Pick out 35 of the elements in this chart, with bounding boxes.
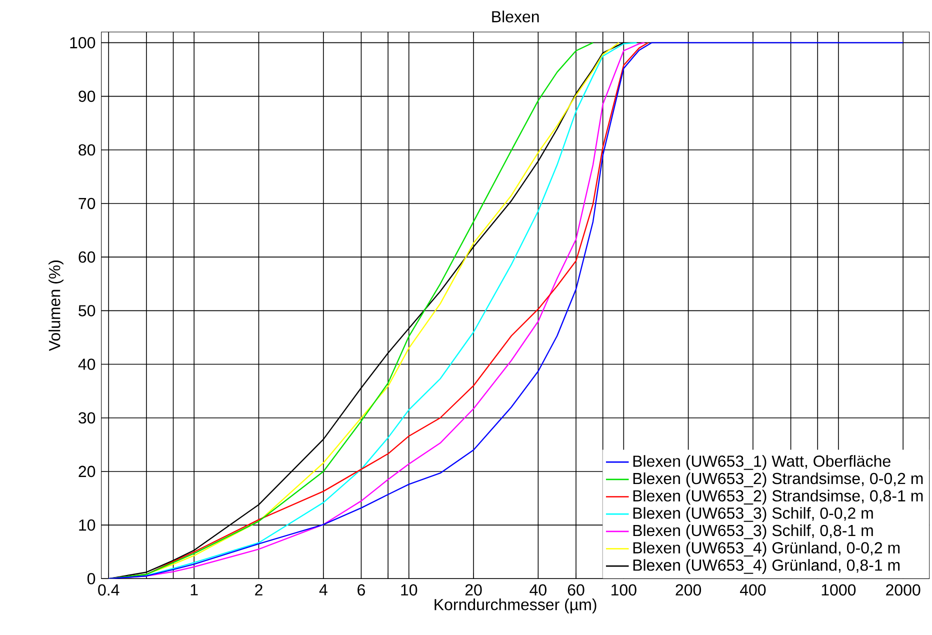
- x-tick-label: 2000: [886, 584, 920, 596]
- x-tick-label: 40: [530, 584, 546, 596]
- chart-title: Blexen: [492, 10, 539, 23]
- x-tick-label: 100: [612, 584, 636, 596]
- legend-label: Blexen (UW653_2) Strandsimse, 0,8-1 m: [633, 490, 923, 505]
- x-tick-label: 2: [255, 584, 262, 596]
- legend-label: Blexen (UW653_3) Schilf, 0,8-1 m: [633, 524, 873, 540]
- y-tick-label: 10: [79, 520, 96, 531]
- y-tick-label: 90: [78, 90, 96, 102]
- x-tick-label: 20: [465, 584, 482, 596]
- legend-label: Blexen (UW653_3) Schilf, 0-0,2 m: [633, 507, 873, 522]
- y-tick-label: 30: [78, 412, 96, 424]
- legend-label: Blexen (UW653_4) Grünland, 0,8-1 m: [633, 559, 900, 574]
- y-axis-title: Volumen (%): [48, 260, 64, 352]
- x-axis-title: Korndurchmesser (µm): [434, 598, 596, 614]
- y-tick-label: 70: [78, 198, 96, 210]
- legend-label: Blexen (UW653_4) Grünland, 0-0,2 m: [633, 542, 900, 557]
- x-tick-label: 6: [358, 584, 365, 596]
- x-tick-label: 1: [190, 584, 198, 596]
- legend-label: Blexen (UW653_1) Watt, Oberfläche: [633, 455, 890, 470]
- x-tick-label: 4: [319, 584, 328, 596]
- y-tick-label: 60: [78, 252, 96, 263]
- x-tick-label: 200: [676, 584, 702, 596]
- y-tick-label: 80: [78, 144, 96, 156]
- y-tick-label: 50: [78, 305, 96, 317]
- legend-label: Blexen (UW653_2) Strandsimse, 0-0,2 m: [633, 472, 923, 488]
- x-tick-label: 0.4: [98, 584, 120, 596]
- y-tick-label: 0: [87, 573, 96, 584]
- x-tick-label: 400: [740, 584, 766, 596]
- y-tick-label: 40: [78, 358, 96, 370]
- x-tick-label: 1000: [822, 584, 856, 596]
- y-tick-label: 100: [70, 37, 96, 49]
- y-tick-label: 20: [78, 466, 96, 478]
- x-tick-label: 10: [401, 584, 418, 596]
- x-tick-label: 60: [568, 584, 584, 596]
